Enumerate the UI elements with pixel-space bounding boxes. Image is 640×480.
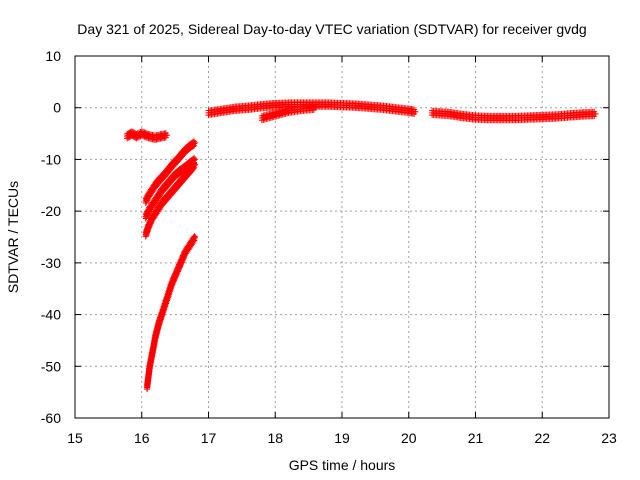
series-arc-1 [124,128,171,143]
data-point [144,211,151,218]
x-axis-label: GPS time / hours [289,457,396,473]
data-point [179,256,186,263]
y-axis-label: SDTVAR / TECUs [5,181,21,293]
data-point [178,260,185,267]
data-point [145,225,152,232]
y-axis-ticks: 10 0 -10 -20 -30 -40 -50 -60 [41,48,609,426]
series-arc-3 [142,155,199,222]
data-point [177,263,184,270]
series-arc-6 [205,99,419,119]
y-tick-label: -50 [41,358,61,374]
series-arc-2 [142,138,199,206]
data-point [180,255,187,262]
x-tick-label: 23 [601,430,617,446]
data-points [124,99,599,393]
data-point [174,269,181,276]
data-point [145,224,152,231]
data-point [190,166,197,173]
plot-frame [74,55,610,419]
data-point [176,264,183,271]
x-tick-label: 17 [201,430,217,446]
data-point [191,164,198,171]
data-point [177,262,184,269]
x-tick-label: 15 [67,430,83,446]
data-point [173,272,180,279]
data-point [181,254,188,261]
series-arc-4 [142,160,199,240]
data-point [143,198,150,205]
data-point [170,278,177,285]
data-point [178,259,185,266]
data-point [189,143,196,150]
data-point [412,108,419,115]
data-point [592,110,599,117]
data-point [171,276,178,283]
data-point [142,200,149,206]
data-point [145,210,152,217]
y-tick-label: -40 [41,307,61,323]
data-point [312,104,319,111]
data-point [169,281,176,288]
data-point [173,271,180,278]
data-point [133,135,140,142]
data-point [172,274,179,281]
data-point [191,237,198,244]
data-point [146,223,153,230]
data-point [142,215,149,222]
data-point [192,161,199,168]
y-tick-label: -60 [41,410,61,426]
x-tick-label: 19 [334,430,350,446]
y-tick-label: -30 [41,255,61,271]
data-point [147,221,154,228]
chart-title: Day 321 of 2025, Sidereal Day-to-day VTE… [77,21,586,37]
data-point [192,156,199,163]
data-point [144,212,151,219]
data-point [192,234,199,240]
y-tick-label: -20 [41,203,61,219]
y-tick-label: 10 [45,48,61,64]
data-point [144,197,151,204]
data-point [134,134,141,141]
data-point [191,142,198,149]
data-point [190,238,197,245]
data-point [136,134,143,141]
x-tick-label: 22 [534,430,550,446]
data-point [148,219,155,226]
data-point [172,273,179,280]
series-arc-7 [258,102,319,124]
data-point [147,220,154,227]
data-point [176,265,183,272]
data-point [174,268,181,275]
data-point [181,253,188,260]
data-point [169,280,176,287]
data-point [143,214,150,221]
series-arc-8 [429,107,599,124]
data-point [192,139,199,146]
data-point [168,282,175,289]
series-arc-5 [144,233,199,393]
x-tick-label: 20 [401,430,417,446]
y-tick-label: -10 [41,151,61,167]
x-tick-label: 18 [267,430,283,446]
data-point [164,132,171,139]
data-point [179,258,186,265]
y-tick-label: 0 [53,100,61,116]
data-point [175,267,182,274]
x-tick-label: 16 [134,430,150,446]
x-tick-label: 21 [468,430,484,446]
data-point [171,277,178,284]
